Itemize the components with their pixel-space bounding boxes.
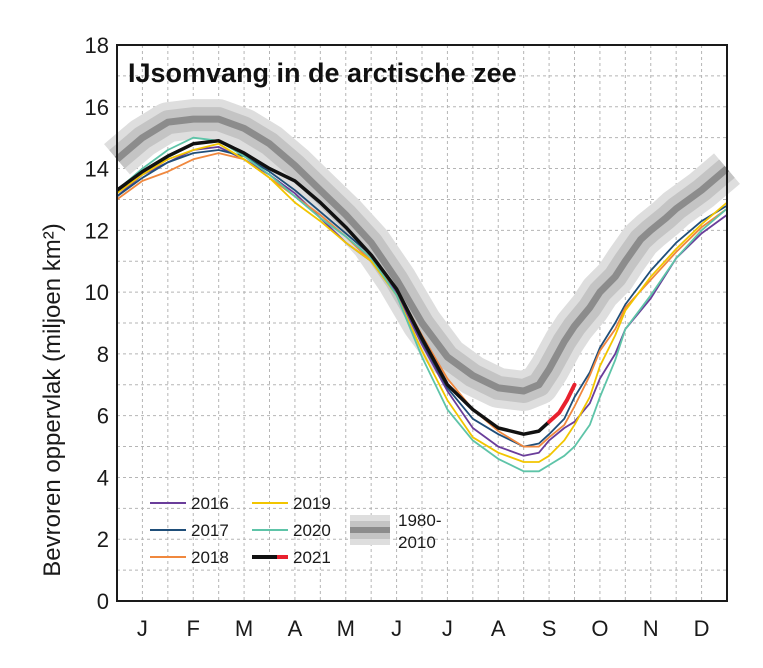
series-line-2019	[116, 142, 728, 463]
legend-label-2017: 2017	[191, 521, 229, 540]
month-label: A	[491, 616, 506, 641]
y-tick-label: 14	[85, 157, 109, 182]
y-tick-label: 6	[97, 404, 109, 429]
y-tick-label: 12	[85, 218, 109, 243]
month-label: M	[337, 616, 355, 641]
normal-median-line	[114, 115, 730, 395]
month-label: O	[591, 616, 608, 641]
y-tick-label: 10	[85, 280, 109, 305]
month-label: S	[542, 616, 557, 641]
series-line-2021	[115, 139, 551, 436]
y-tick-label: 16	[85, 95, 109, 120]
y-axis-ticks: 0 2 4 6 8 10 12 14 16 18	[85, 33, 109, 614]
month-label: F	[187, 616, 200, 641]
series-line-2020	[116, 136, 728, 473]
y-tick-label: 8	[97, 342, 109, 367]
chart-title: IJsomvang in de arctische zee	[128, 58, 517, 88]
legend-label-2021: 2021	[293, 548, 331, 567]
y-tick-label: 0	[97, 589, 109, 614]
legend-label-2016: 2016	[191, 494, 229, 513]
month-label: J	[391, 616, 402, 641]
month-label: M	[235, 616, 253, 641]
y-tick-label: 2	[97, 527, 109, 552]
normal-band	[104, 99, 740, 411]
legend-label-normal: 1980-	[398, 511, 441, 530]
month-label: J	[442, 616, 453, 641]
y-axis-label: Bevroren oppervlak (miljoen km²)	[39, 223, 66, 576]
legend-label-normal: 2010	[398, 533, 436, 552]
legend-label-2018: 2018	[191, 548, 229, 567]
series-lines	[115, 136, 728, 473]
y-tick-label: 4	[97, 465, 109, 490]
month-label: A	[288, 616, 303, 641]
y-tick-label: 18	[85, 33, 109, 58]
legend-label-2020: 2020	[293, 521, 331, 540]
month-label: J	[137, 616, 148, 641]
plot-frame	[116, 44, 728, 602]
month-label: D	[694, 616, 710, 641]
month-label: N	[643, 616, 659, 641]
legend: 2016 2017 2018 2019 2020 2021 1980- 2010	[150, 494, 441, 567]
series-line-2021-recent	[547, 382, 577, 424]
legend-label-2019: 2019	[293, 494, 331, 513]
